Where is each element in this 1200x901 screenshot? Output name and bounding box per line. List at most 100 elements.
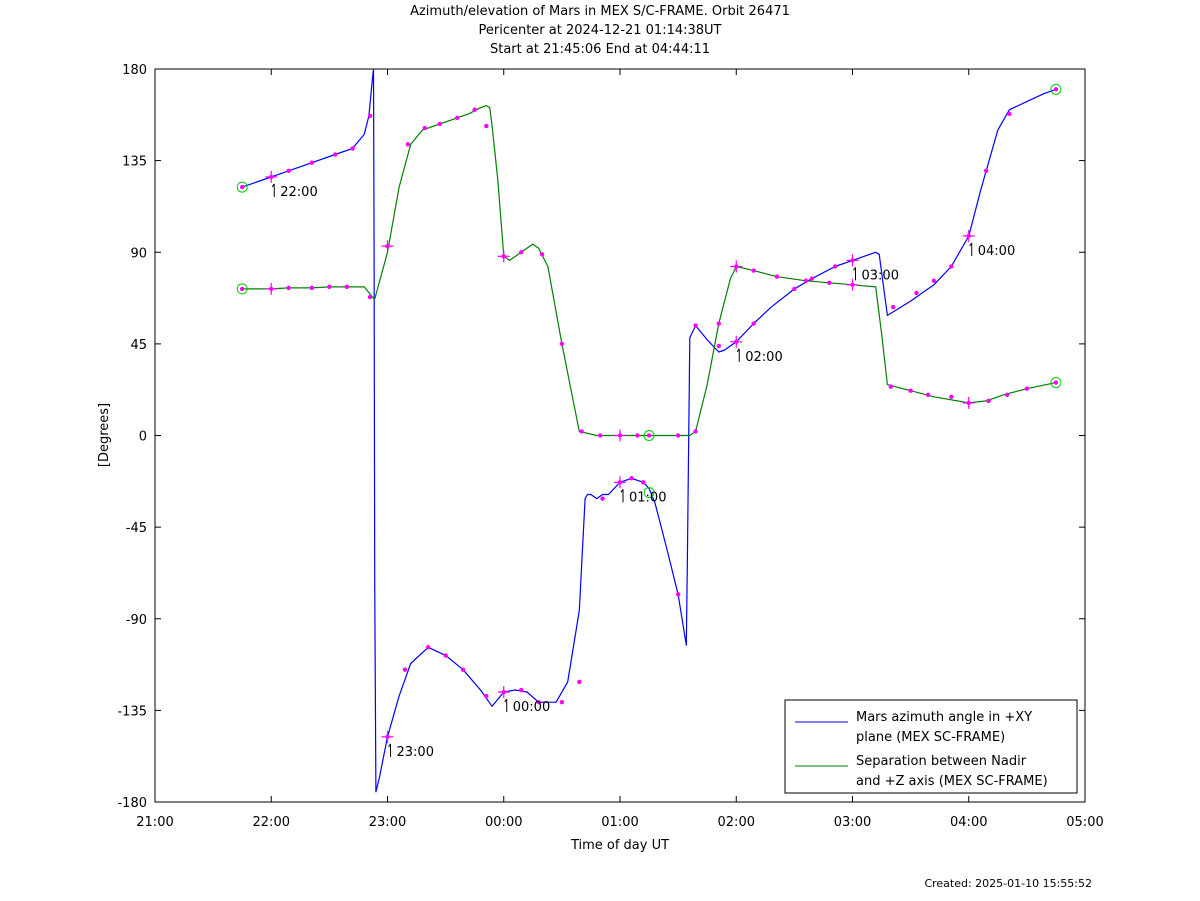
y-tick-label: -90 <box>126 613 147 628</box>
azimuth-data-point <box>751 321 756 326</box>
azimuth-data-point <box>332 152 338 157</box>
series-layer <box>242 68 1057 793</box>
separation-data-point <box>422 125 427 131</box>
endpoint-circle-mark <box>643 487 655 499</box>
x-tick-label: 05:00 <box>1066 815 1103 830</box>
azimuth-data-point <box>914 290 919 296</box>
separation-data-point <box>803 278 809 283</box>
y-tick-label: 90 <box>130 246 147 261</box>
time-annotation-label: 01:00 <box>629 490 666 505</box>
time-annotation-label: 22:00 <box>280 185 317 200</box>
separation-data-point <box>286 285 291 291</box>
separation-data-point <box>986 398 991 404</box>
separation-data-point <box>518 250 524 255</box>
y-axis-label: [Degrees] <box>97 403 112 467</box>
separation-data-point <box>925 392 931 397</box>
separation-data-point <box>539 252 545 257</box>
azimuth-data-point <box>309 160 315 165</box>
y-tick-label: -180 <box>117 796 147 811</box>
azimuth-data-point <box>367 113 373 119</box>
annotations-layer: 22:00 23:00 00:00 01:00 02:00 03:00 04:00 <box>271 183 1015 760</box>
x-tick-label: 23:00 <box>369 815 406 830</box>
x-tick-label: 22:00 <box>253 815 290 830</box>
annotation-arrowhead <box>620 489 624 493</box>
endpoint-circle-mark <box>236 181 248 193</box>
legend: Mars azimuth angle in +XY plane (MEX SC-… <box>784 699 1078 794</box>
markers-layer <box>236 83 1062 743</box>
legend-label-separation-line-1: Separation between Nadir <box>856 754 1027 769</box>
created-timestamp: Created: 2025-01-10 15:55:52 <box>924 877 1092 890</box>
endpoint-circle-mark <box>643 430 655 441</box>
azimuth-data-point <box>716 343 722 349</box>
separation-data-point <box>716 321 722 326</box>
separation-data-point <box>949 394 954 400</box>
azimuth-series-line <box>242 68 1057 793</box>
separation-data-point <box>635 433 640 438</box>
annotation-arrowhead <box>504 698 508 703</box>
annotation-arrowhead <box>388 743 391 748</box>
separation-data-point <box>455 115 460 121</box>
chart-title-line-1: Azimuth/elevation of Mars in MEX S/C-FRA… <box>410 4 790 19</box>
y-tick-label: 45 <box>130 338 147 353</box>
legend-label-separation-line-2: and +Z axis (MEX SC-FRAME) <box>856 774 1048 789</box>
azimuth-data-point <box>983 168 989 174</box>
separation-data-point <box>908 388 913 393</box>
separation-data-point <box>751 268 756 273</box>
y-tick-label: 180 <box>122 63 147 78</box>
x-tick-label: 02:00 <box>718 815 755 830</box>
azimuth-data-point <box>460 667 466 672</box>
azimuth-data-point <box>600 496 605 501</box>
x-tick-label: 04:00 <box>950 815 987 830</box>
azimuth-data-point <box>675 592 681 597</box>
separation-data-point <box>405 142 411 147</box>
separation-data-point <box>693 429 698 434</box>
azimuth-data-point <box>286 168 291 174</box>
separation-data-point <box>675 433 681 438</box>
separation-data-point <box>327 284 332 290</box>
azimuth-data-point <box>536 700 541 705</box>
separation-data-point <box>239 286 245 292</box>
legend-label-azimuth-line-1: Mars azimuth angle in +XY <box>856 710 1032 725</box>
azimuth-data-point <box>809 276 815 281</box>
y-tick-label: -135 <box>117 704 147 719</box>
separation-data-point <box>472 107 477 112</box>
time-annotation-label: 23:00 <box>397 745 434 760</box>
azimuth-data-point <box>931 278 937 283</box>
azimuth-data-point <box>350 146 355 151</box>
time-annotation-label: 02:00 <box>745 350 782 365</box>
time-annotation-label: 04:00 <box>978 244 1015 259</box>
separation-data-point <box>774 274 780 279</box>
azimuth-data-point <box>484 693 489 699</box>
separation-data-point <box>827 280 832 285</box>
azimuth-data-point <box>1053 87 1059 92</box>
annotation-arrowhead <box>271 183 275 188</box>
separation-data-point <box>888 384 894 389</box>
separation-data-point <box>484 123 489 129</box>
annotation-arrowhead <box>853 267 856 271</box>
separation-data-point <box>1053 380 1059 385</box>
legend-box <box>784 699 1078 794</box>
separation-data-point <box>437 121 443 127</box>
azimuth-data-point <box>792 286 797 292</box>
axis-ticks: 21:00 22:00 23:00 00:00 01:00 02:00 03:00 04:00… <box>117 63 1103 830</box>
y-tick-label: -45 <box>126 521 147 536</box>
azimuth-data-point <box>559 700 565 705</box>
separation-data-point <box>1004 392 1010 397</box>
endpoint-circle-mark <box>236 283 248 295</box>
azimuth-data-point <box>1007 111 1012 116</box>
separation-data-point <box>367 294 373 300</box>
azimuth-data-point <box>832 264 838 269</box>
y-tick-label: 135 <box>122 155 147 170</box>
annotation-arrowhead <box>969 242 973 247</box>
separation-data-point <box>344 284 350 290</box>
x-tick-label: 21:00 <box>136 815 173 830</box>
chart-title-line-3: Start at 21:45:06 End at 04:44:11 <box>489 42 711 57</box>
azimuth-data-point <box>629 476 634 481</box>
separation-data-point <box>579 429 584 434</box>
azimuth-data-point <box>577 679 582 685</box>
x-tick-label: 03:00 <box>834 815 871 830</box>
azimuth-data-point <box>693 323 698 328</box>
azimuth-data-point <box>890 305 896 310</box>
azimuth-data-point <box>641 480 646 485</box>
